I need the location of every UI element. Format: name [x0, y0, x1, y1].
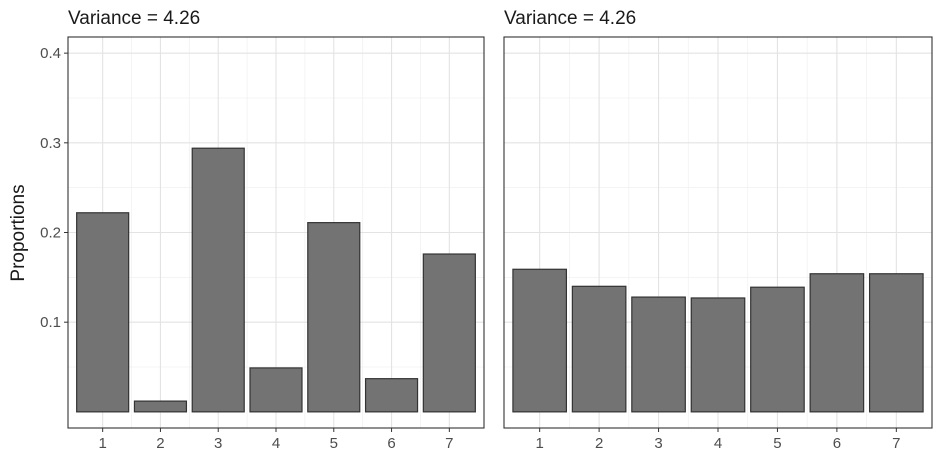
left-x-tick-label: 7: [445, 435, 453, 452]
right-bar-7: [868, 273, 924, 413]
right-bar-4: [690, 297, 746, 413]
left-bar-4: [249, 367, 303, 413]
right-bar-3: [631, 296, 686, 413]
panel-right-title: Variance = 4.26: [504, 8, 636, 29]
panel-left: Variance = 4.26 1 2 3 4 5 6 7 0.1 0.2 0.3 0.4: [40, 8, 485, 452]
left-x-tick-label: 2: [156, 435, 164, 452]
y-axis-label: Proportions: [8, 184, 29, 281]
left-x-tick-label: 1: [98, 435, 106, 452]
right-bar-2: [571, 285, 627, 413]
left-x-tick-label: 5: [330, 435, 338, 452]
right-x-tick-label: 7: [892, 435, 900, 452]
right-bar-5: [750, 286, 805, 413]
left-y-tick-label: 0.2: [40, 225, 61, 242]
left-y-tick-label: 0.1: [40, 314, 61, 331]
right-x-tick-label: 5: [773, 435, 781, 452]
right-x-tick-label: 3: [654, 435, 662, 452]
right-x-tick-label: 6: [833, 435, 841, 452]
panel-right: Variance = 4.26 1 2 3 4 5 6 7: [503, 8, 933, 452]
left-x-tick-label: 3: [214, 435, 222, 452]
left-y-tick-label: 0.3: [40, 135, 61, 152]
left-bar-2: [133, 400, 188, 413]
left-bar-3: [191, 147, 245, 413]
left-x-tick-label: 6: [387, 435, 395, 452]
panel-left-title: Variance = 4.26: [68, 8, 200, 29]
right-bar-1: [512, 268, 568, 413]
left-bar-1: [76, 212, 130, 413]
left-x-tick-label: 4: [272, 435, 280, 452]
left-bar-6: [364, 378, 419, 413]
right-x-tick-label: 2: [595, 435, 603, 452]
left-y-tick-label: 0.4: [40, 45, 61, 62]
left-bar-5: [307, 222, 361, 413]
right-x-tick-label: 4: [714, 435, 722, 452]
left-bar-7: [422, 253, 476, 413]
right-x-tick-label: 1: [535, 435, 543, 452]
right-bar-6: [809, 273, 865, 413]
